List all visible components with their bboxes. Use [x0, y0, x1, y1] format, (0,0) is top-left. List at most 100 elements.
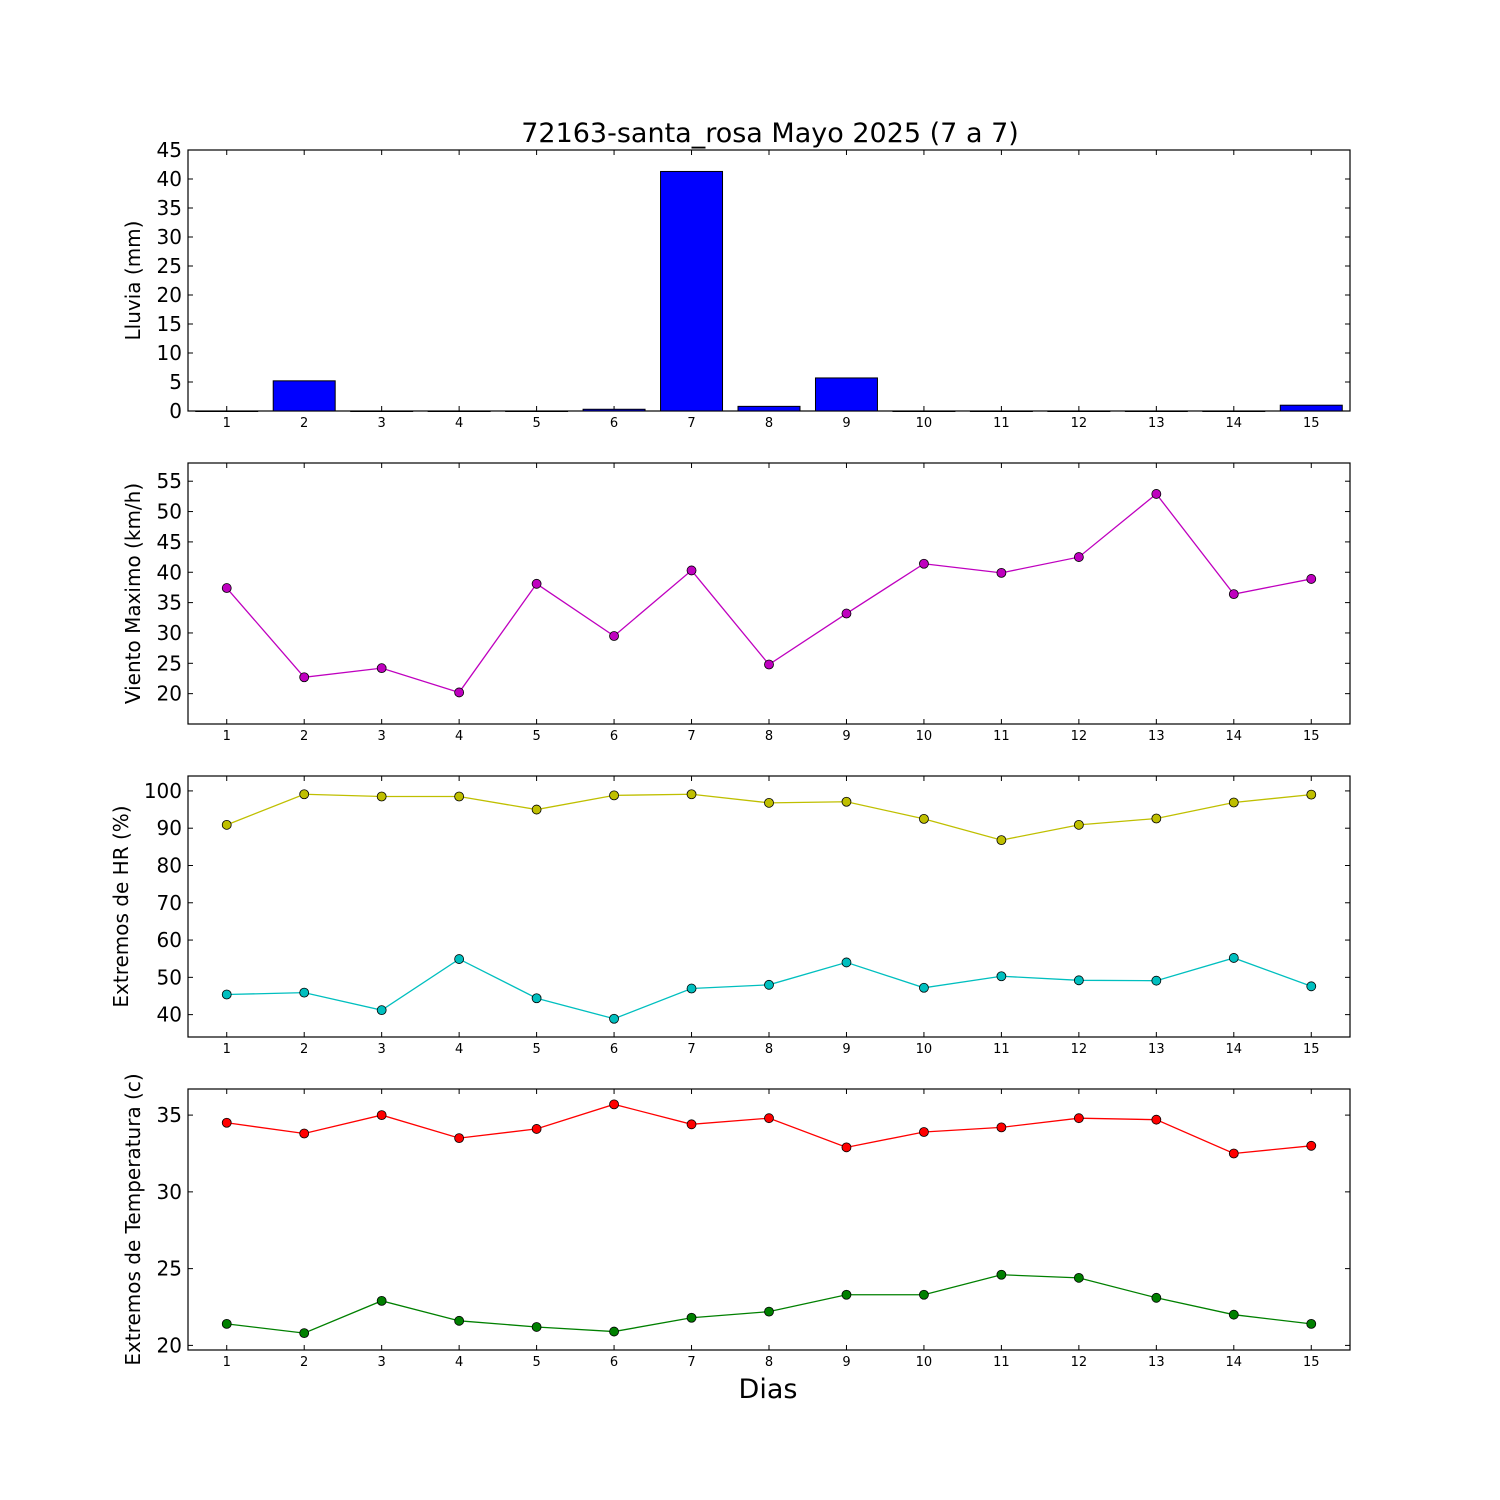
panel-hr-xtick-label: 2 [300, 1042, 308, 1057]
panel-temperatura-xtick-label: 2 [300, 1355, 308, 1370]
panel-temperatura-xtick-label: 7 [687, 1355, 695, 1370]
panel-viento-xtick-label: 2 [300, 729, 308, 744]
panel-hr-ytick-label: 40 [157, 1003, 182, 1027]
panel-lluvia-xtick-label: 4 [455, 416, 463, 431]
panel-temperatura-point [1306, 1319, 1317, 1329]
panel-hr-point [454, 954, 465, 964]
panel-viento-point [221, 583, 232, 593]
panel-hr-point [376, 791, 387, 802]
panel-viento-xtick-label: 10 [916, 729, 933, 744]
panel-hr-xtick-label: 11 [993, 1042, 1010, 1057]
panel-viento-ytick-label: 25 [157, 651, 182, 675]
panel-viento-point [531, 578, 542, 589]
panel-hr-point [1151, 813, 1162, 824]
panel-temperatura-point [1073, 1113, 1084, 1124]
panel-hr-xtick-label: 15 [1303, 1042, 1320, 1057]
panel-hr-xtick-label: 13 [1148, 1042, 1165, 1057]
panel-lluvia-ytick-label: 0 [169, 399, 182, 423]
panel-hr-point [1073, 975, 1084, 986]
panel-viento-point [1073, 552, 1084, 562]
panel-hr-point [1306, 981, 1317, 992]
panel-lluvia-bar [1202, 410, 1266, 412]
panel-lluvia-bar [582, 408, 646, 412]
panel-hr-xtick-label: 12 [1071, 1042, 1088, 1057]
panel-hr-point [609, 790, 619, 801]
panel-lluvia-bar [195, 410, 259, 412]
panel-hr-point [1228, 797, 1239, 808]
panel-temperatura-xtick-label: 10 [916, 1355, 933, 1370]
panel-viento-ytick-label: 55 [157, 469, 182, 493]
panel-temperatura-point [1073, 1272, 1084, 1283]
panel-lluvia-bar [1124, 410, 1188, 412]
panel-lluvia-xtick-label: 1 [223, 416, 231, 431]
panel-viento-point [1151, 489, 1162, 499]
panel-temperatura-xtick-label: 12 [1071, 1355, 1088, 1370]
panel-lluvia-xtick-label: 10 [916, 416, 933, 431]
panel-temperatura-point [454, 1315, 465, 1326]
panel-lluvia-xtick-label: 12 [1071, 416, 1088, 431]
panel-lluvia-y-axis-label: Lluvia (mm) [121, 221, 145, 341]
panel-temperatura-xtick-label: 11 [993, 1355, 1010, 1370]
panel-lluvia-bar [969, 410, 1033, 412]
panel-hr-xtick-label: 9 [842, 1042, 850, 1057]
panel-hr-point [299, 987, 310, 998]
panel-lluvia-bar [660, 170, 724, 412]
panel-hr-point [376, 1005, 387, 1016]
panel-temperatura-point [609, 1099, 619, 1110]
panel-temperatura-point [221, 1117, 232, 1128]
panel-lluvia-ytick-label: 10 [157, 341, 182, 365]
panel-temperatura-ytick-label: 20 [157, 1333, 182, 1357]
panel-viento-point [1306, 574, 1317, 584]
panel-lluvia-xtick-label: 7 [687, 416, 695, 431]
panel-lluvia-ytick-label: 20 [157, 283, 182, 307]
panel-lluvia-xtick-label: 5 [532, 416, 540, 431]
panel-temperatura-xtick-label: 8 [765, 1355, 773, 1370]
panel-temperatura-ytick-label: 35 [157, 1103, 182, 1127]
panel-lluvia-bar [737, 405, 801, 412]
chart-title: 72163-santa_rosa Mayo 2025 (7 a 7) [521, 118, 1019, 149]
panel-temperatura-point [841, 1142, 852, 1153]
panel-lluvia-xtick-label: 8 [765, 416, 773, 431]
panel-hr-point [221, 819, 232, 830]
panel-lluvia-bar [892, 410, 956, 412]
panel-temperatura-point [919, 1289, 929, 1300]
panel-hr-point [919, 813, 929, 824]
panel-temperatura-point [376, 1110, 387, 1120]
panel-hr-xtick-label: 3 [378, 1042, 386, 1057]
panel-lluvia-xtick-label: 11 [993, 416, 1010, 431]
panel-hr-ytick-label: 90 [157, 816, 182, 840]
panel-lluvia: 1 2 3 4 5 6 7 8 9 10 11 12 13 14 15051015202530354045L… [121, 138, 1351, 431]
panel-lluvia-xtick-label: 14 [1226, 416, 1243, 431]
panel-viento-ytick-label: 50 [157, 500, 182, 524]
panel-hr-point [1073, 819, 1084, 830]
panel-temperatura-point [996, 1269, 1007, 1280]
panel-temperatura-point [1151, 1292, 1162, 1303]
panel-hr-point [1306, 789, 1317, 800]
panel-hr-ytick-label: 60 [157, 928, 182, 952]
panel-lluvia-xtick-label: 9 [842, 416, 850, 431]
panel-temperatura-point [299, 1328, 310, 1339]
panel-temperatura-ytick-label: 30 [157, 1180, 182, 1204]
panel-hr-ytick-label: 50 [157, 965, 182, 989]
panel-viento-xtick-label: 3 [378, 729, 386, 744]
panel-temperatura-point [1151, 1114, 1162, 1125]
panel-temperatura-ytick-label: 25 [157, 1257, 182, 1281]
panel-viento-point [1228, 589, 1239, 600]
panel-hr-xtick-label: 10 [916, 1042, 933, 1057]
panel-hr-xtick-label: 14 [1226, 1042, 1243, 1057]
panel-temperatura-point [919, 1127, 929, 1137]
panel-viento-frame [187, 462, 1351, 725]
panel-temperatura-point [764, 1306, 774, 1317]
panel-hr-y-axis-label: Extremos de HR (%) [109, 805, 133, 1007]
panel-viento-xtick-label: 12 [1071, 729, 1088, 744]
panel-temperatura-point [531, 1322, 542, 1332]
panel-viento-ytick-label: 35 [157, 591, 182, 615]
panel-viento: 1 2 3 4 5 6 7 8 9 10 11 12 13 14 152025303540455055Vie… [121, 462, 1351, 744]
panel-hr-point [764, 979, 774, 990]
panel-hr-point [609, 1013, 619, 1024]
panel-hr-xtick-label: 6 [610, 1042, 618, 1057]
panel-viento-xtick-label: 14 [1226, 729, 1243, 744]
panel-temperatura-point [686, 1312, 697, 1323]
panel-hr-point [996, 835, 1007, 846]
